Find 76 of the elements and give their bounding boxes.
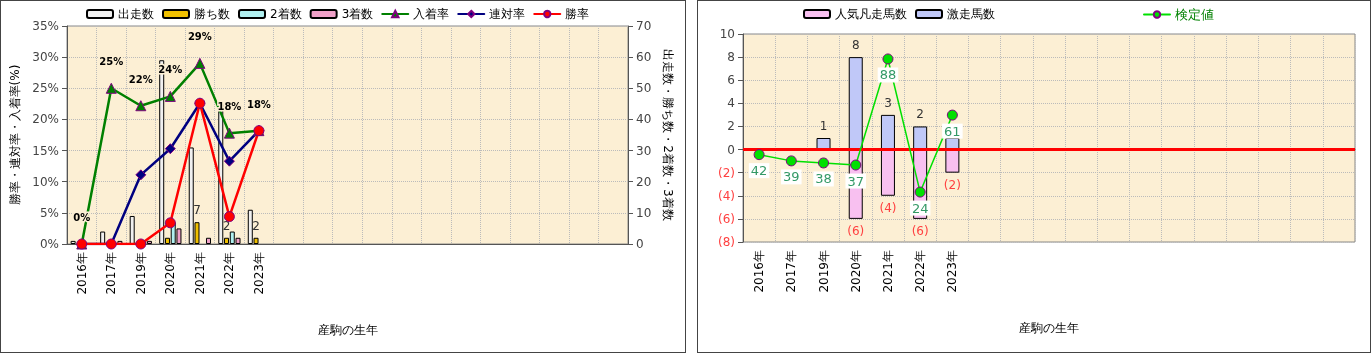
y-tick-label: 15% bbox=[32, 143, 59, 158]
x-tick-label: 2017年 bbox=[104, 252, 119, 295]
x-tick-label: 2020年 bbox=[848, 250, 863, 293]
legend-label: 勝ち数 bbox=[194, 7, 230, 21]
data-label: 29% bbox=[187, 31, 212, 43]
data-label: 61 bbox=[944, 123, 961, 139]
legend-label: 勝率 bbox=[565, 7, 590, 21]
legend-label: 連対率 bbox=[489, 7, 526, 21]
y2-tick-label: 70 bbox=[636, 19, 652, 33]
y2-tick-label: 40 bbox=[636, 112, 652, 127]
y-axis-title: 勝率・連対率・入着率(%) bbox=[8, 64, 23, 206]
data-label: (2) bbox=[943, 177, 961, 192]
legend-label: 2着数 bbox=[270, 7, 302, 21]
y-tick-label: 30% bbox=[32, 50, 59, 65]
x-tick-label: 2021年 bbox=[880, 250, 895, 293]
y-tick-label: 6 bbox=[727, 73, 735, 88]
y2-axis-title: 出走数・勝ち数・2着数・3着数 bbox=[661, 49, 676, 221]
data-label: 2 bbox=[252, 218, 260, 233]
x-tick-label: 2023年 bbox=[945, 250, 960, 293]
y2-tick-label: 50 bbox=[636, 81, 652, 96]
data-label: 7 bbox=[193, 203, 201, 218]
data-label: (4) bbox=[879, 200, 897, 215]
x-tick-label: 2021年 bbox=[192, 252, 207, 295]
x-tick-label: 2016年 bbox=[74, 252, 89, 295]
data-label: 3 bbox=[884, 95, 892, 110]
data-label: 42 bbox=[750, 163, 768, 179]
x-tick-label: 2019年 bbox=[133, 252, 148, 295]
x-tick-label: 2020年 bbox=[163, 252, 178, 295]
x-axis-title: 産駒の生年 bbox=[317, 323, 378, 337]
legend-label: 激走馬数 bbox=[947, 7, 995, 21]
x-tick-label: 2022年 bbox=[222, 252, 237, 295]
data-label: 2 bbox=[222, 218, 231, 233]
legend-label: 3着数 bbox=[341, 7, 374, 21]
legend-label: 出走数 bbox=[118, 7, 154, 21]
data-label: 22% bbox=[128, 73, 153, 85]
data-label: 18% bbox=[246, 98, 271, 110]
y-tick-label: 0 bbox=[727, 142, 735, 157]
data-label: 24 bbox=[911, 200, 929, 216]
data-label: 88 bbox=[879, 67, 897, 83]
y-tick-label: (4) bbox=[718, 188, 735, 203]
data-label: 8 bbox=[851, 38, 860, 53]
x-tick-label: 2023年 bbox=[251, 252, 266, 295]
data-label: 38 bbox=[815, 171, 832, 187]
y2-tick-label: 0 bbox=[636, 237, 644, 251]
data-label: 2 bbox=[916, 107, 924, 122]
data-label: (6) bbox=[911, 223, 929, 238]
data-label: 25% bbox=[99, 56, 124, 68]
y-tick-label: 10 bbox=[719, 27, 735, 41]
x-tick-label: 2017年 bbox=[784, 250, 799, 293]
data-label: 37 bbox=[847, 173, 865, 189]
y-tick-label: (2) bbox=[718, 165, 735, 180]
y2-tick-label: 20 bbox=[636, 174, 652, 189]
data-label: 1 bbox=[819, 119, 828, 133]
y2-tick-label: 10 bbox=[636, 205, 652, 220]
y-tick-label: 2 bbox=[727, 119, 735, 134]
y-tick-label: 20% bbox=[32, 112, 59, 127]
legend-label: 検定値 bbox=[1175, 7, 1214, 22]
data-label: (6) bbox=[847, 223, 865, 238]
y-tick-label: 4 bbox=[727, 96, 735, 111]
x-axis-title: 産駒の生年 bbox=[1019, 321, 1079, 335]
x-tick-label: 2022年 bbox=[913, 250, 928, 293]
y-tick-label: 5% bbox=[39, 205, 59, 220]
legend-label: 入着率 bbox=[413, 7, 450, 21]
y2-tick-label: 60 bbox=[636, 50, 652, 65]
y-tick-label: (6) bbox=[718, 211, 735, 226]
legend-label: 人気凡走馬数 bbox=[835, 7, 907, 21]
y-tick-label: 25% bbox=[32, 81, 59, 96]
data-label: 39 bbox=[783, 169, 800, 185]
y-tick-label: (8) bbox=[718, 235, 735, 249]
y-tick-label: 10% bbox=[32, 174, 59, 189]
x-tick-label: 2016年 bbox=[752, 250, 767, 293]
y-tick-label: 0% bbox=[39, 237, 59, 251]
y-tick-label: 8 bbox=[727, 50, 735, 65]
x-tick-label: 2019年 bbox=[816, 250, 831, 293]
y2-tick-label: 30 bbox=[636, 143, 652, 158]
y-tick-label: 35% bbox=[32, 19, 59, 33]
